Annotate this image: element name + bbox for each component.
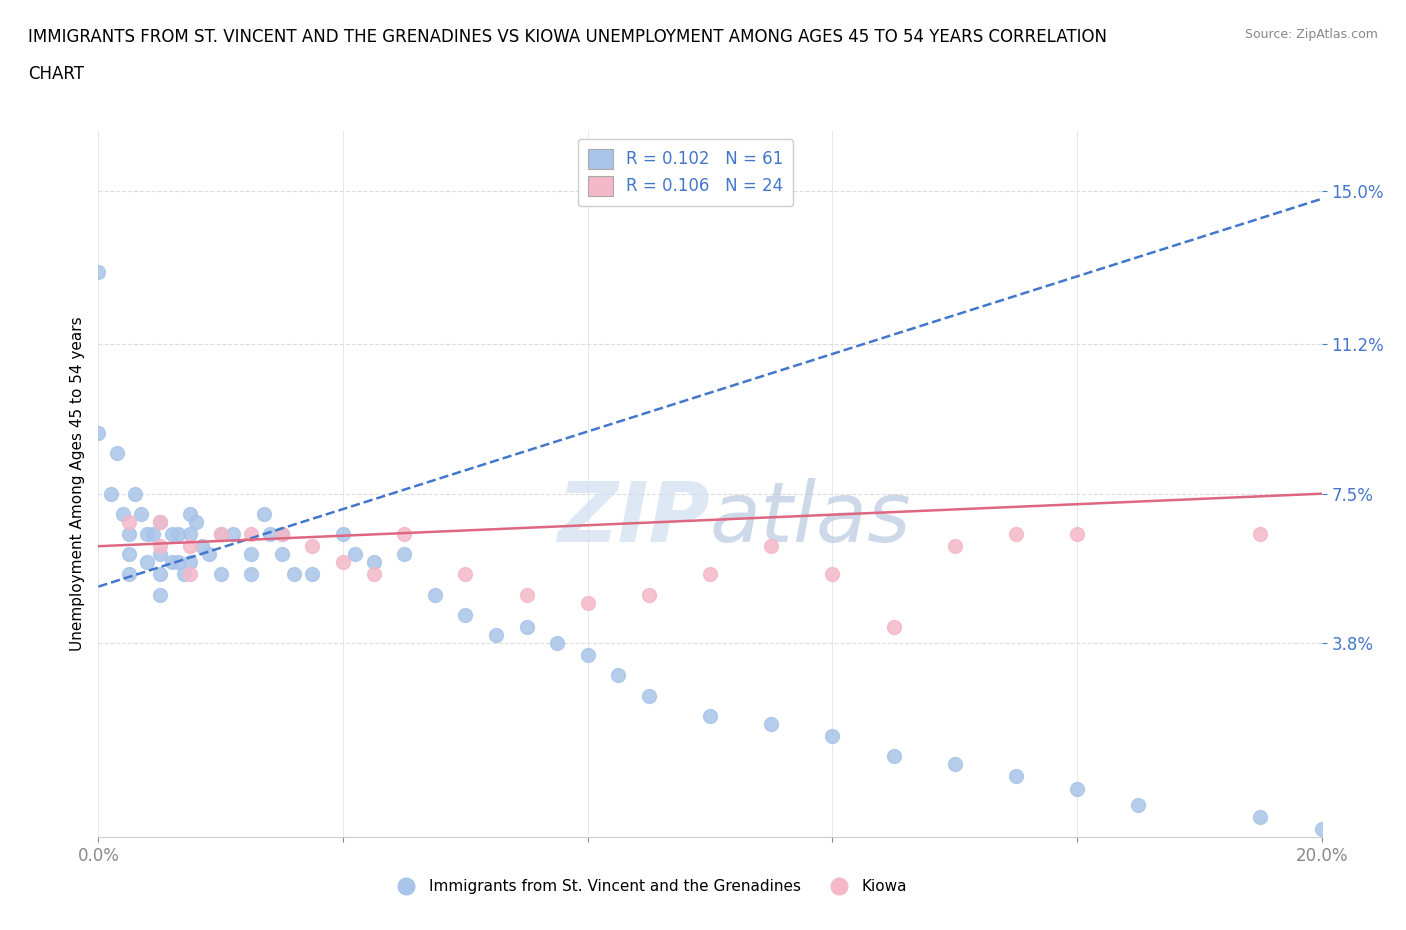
Point — [222, 526, 245, 541]
Point — [270, 526, 292, 541]
Point — [259, 526, 281, 541]
Point — [179, 567, 201, 582]
Point — [637, 587, 661, 602]
Point — [87, 264, 110, 279]
Point — [943, 538, 966, 553]
Legend: Immigrants from St. Vincent and the Grenadines, Kiowa: Immigrants from St. Vincent and the Gren… — [384, 873, 914, 900]
Point — [1066, 781, 1088, 796]
Point — [136, 526, 159, 541]
Point — [186, 514, 208, 529]
Point — [1249, 809, 1271, 824]
Point — [392, 526, 416, 541]
Point — [118, 567, 141, 582]
Point — [301, 567, 323, 582]
Point — [100, 486, 122, 501]
Point — [821, 567, 844, 582]
Point — [149, 547, 172, 562]
Point — [197, 547, 219, 562]
Point — [167, 526, 190, 541]
Point — [209, 526, 232, 541]
Text: IMMIGRANTS FROM ST. VINCENT AND THE GRENADINES VS KIOWA UNEMPLOYMENT AMONG AGES : IMMIGRANTS FROM ST. VINCENT AND THE GREN… — [28, 28, 1107, 46]
Text: CHART: CHART — [28, 65, 84, 83]
Point — [160, 555, 183, 570]
Point — [332, 526, 354, 541]
Point — [179, 526, 201, 541]
Point — [363, 567, 385, 582]
Point — [173, 567, 195, 582]
Text: ZIP: ZIP — [557, 478, 710, 560]
Point — [283, 567, 305, 582]
Text: Source: ZipAtlas.com: Source: ZipAtlas.com — [1244, 28, 1378, 41]
Point — [149, 514, 172, 529]
Point — [576, 595, 599, 610]
Point — [105, 445, 128, 460]
Point — [149, 567, 172, 582]
Point — [344, 547, 367, 562]
Point — [179, 555, 201, 570]
Point — [240, 526, 263, 541]
Point — [1128, 797, 1150, 812]
Point — [1066, 526, 1088, 541]
Point — [149, 587, 172, 602]
Point — [759, 716, 782, 731]
Point — [240, 547, 263, 562]
Point — [699, 567, 721, 582]
Point — [821, 728, 844, 743]
Point — [516, 619, 538, 634]
Point — [576, 648, 599, 663]
Point — [454, 567, 477, 582]
Point — [87, 426, 110, 441]
Point — [454, 607, 477, 622]
Point — [943, 757, 966, 772]
Point — [883, 749, 905, 764]
Point — [637, 688, 661, 703]
Point — [111, 507, 134, 522]
Point — [607, 668, 630, 683]
Point — [546, 636, 568, 651]
Point — [240, 567, 263, 582]
Point — [179, 538, 201, 553]
Point — [149, 514, 172, 529]
Y-axis label: Unemployment Among Ages 45 to 54 years: Unemployment Among Ages 45 to 54 years — [69, 316, 84, 651]
Point — [270, 526, 292, 541]
Point — [883, 619, 905, 634]
Point — [1004, 769, 1026, 784]
Point — [363, 555, 385, 570]
Point — [167, 555, 190, 570]
Point — [209, 526, 232, 541]
Point — [209, 567, 232, 582]
Point — [392, 547, 416, 562]
Point — [1310, 821, 1333, 836]
Point — [149, 538, 172, 553]
Point — [699, 709, 721, 724]
Point — [118, 547, 141, 562]
Point — [142, 526, 165, 541]
Point — [270, 547, 292, 562]
Point — [124, 486, 146, 501]
Point — [118, 526, 141, 541]
Point — [1004, 526, 1026, 541]
Point — [252, 507, 274, 522]
Text: atlas: atlas — [710, 478, 911, 560]
Point — [759, 538, 782, 553]
Point — [301, 538, 323, 553]
Point — [1249, 526, 1271, 541]
Point — [516, 587, 538, 602]
Point — [485, 628, 508, 643]
Point — [191, 538, 214, 553]
Point — [423, 587, 446, 602]
Point — [179, 507, 201, 522]
Point — [160, 526, 183, 541]
Point — [332, 555, 354, 570]
Point — [136, 555, 159, 570]
Point — [118, 514, 141, 529]
Point — [129, 507, 152, 522]
